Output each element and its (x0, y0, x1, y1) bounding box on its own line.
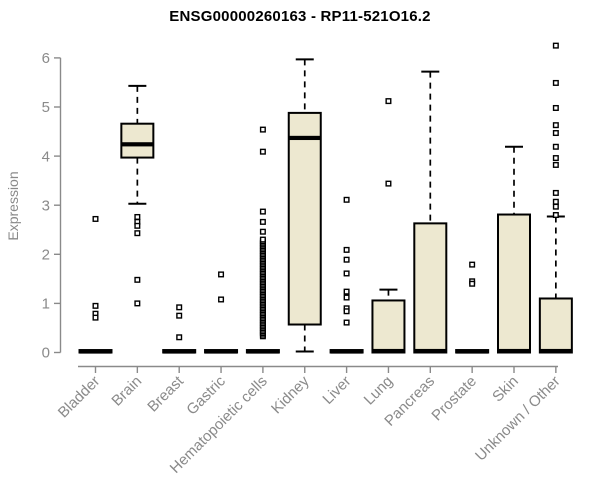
x-tick-label-liver: Liver (319, 373, 354, 408)
outlier-point (176, 304, 183, 311)
outlier-point (552, 198, 559, 205)
box (497, 213, 531, 354)
box (120, 122, 155, 159)
y-axis: 0 1 2 3 4 5 6 (42, 50, 62, 362)
outlier-point (343, 256, 350, 263)
outlier-point (552, 122, 559, 129)
boxplot-prostate (455, 261, 490, 354)
median-line (163, 349, 196, 354)
outlier-point (92, 215, 99, 222)
boxplot-brain (120, 84, 155, 307)
outlier-point (134, 276, 141, 283)
boxplot-liver (329, 196, 364, 354)
x-tick-label-lung: Lung (361, 373, 397, 409)
outlier-point (469, 261, 476, 268)
outlier-point (259, 236, 266, 243)
y-tick-label: 5 (42, 99, 50, 116)
outlier-point (92, 314, 99, 321)
outlier-point (259, 208, 266, 215)
median-line (288, 135, 321, 141)
boxplot-bladder (78, 215, 113, 354)
outlier-point (552, 161, 559, 168)
chart-title: ENSG00000260163 - RP11-521O16.2 (169, 8, 431, 25)
median-line (498, 348, 530, 354)
boxplot-skin (497, 145, 531, 354)
x-tick-label-kidney: Kidney (268, 372, 313, 417)
boxplot-kidney (287, 58, 322, 353)
x-tick-label-skin: Skin (489, 373, 522, 406)
outlier-point (552, 79, 559, 86)
outlier-point (343, 319, 350, 326)
box (538, 297, 573, 354)
outlier-point (552, 155, 559, 162)
median-line (372, 348, 405, 354)
median-line (456, 349, 489, 354)
outlier-point (552, 130, 559, 137)
outlier-point (259, 218, 266, 225)
outlier-point (552, 189, 559, 196)
boxplot-hematopoietic-cells (245, 126, 280, 354)
outlier-point (343, 308, 350, 315)
boxplot-lung (371, 98, 406, 354)
outlier-point (134, 300, 141, 307)
outlier-point (552, 212, 559, 219)
boxplot-gastric (204, 271, 239, 354)
boxplot-pancreas (413, 70, 448, 354)
median-line (246, 349, 279, 354)
outlier-point (343, 270, 350, 277)
outlier-point (176, 312, 183, 319)
x-tick-label-brain: Brain (108, 373, 145, 410)
y-tick-label: 1 (42, 296, 50, 313)
x-tick-label-prostate: Prostate (428, 373, 480, 425)
outlier-point (343, 288, 350, 295)
outlier-point (134, 222, 141, 229)
boxplot-breast (162, 304, 197, 354)
outlier-point (134, 230, 141, 237)
box (413, 222, 448, 354)
outlier-point (218, 296, 225, 303)
boxplot-unknown-other (538, 42, 573, 354)
x-tick-label-breast: Breast (144, 372, 187, 415)
outlier-point (176, 334, 183, 341)
outlier-point (552, 203, 559, 210)
outlier-point (218, 271, 225, 278)
outlier-point (469, 280, 476, 287)
outlier-point (552, 143, 559, 150)
median-line (539, 348, 572, 354)
outlier-point (259, 228, 266, 235)
outlier-point (385, 180, 392, 187)
median-line (205, 349, 238, 354)
outlier-point (343, 246, 350, 253)
y-tick-label: 6 (42, 50, 50, 67)
median-line (79, 349, 112, 354)
y-tick-label: 4 (42, 148, 50, 165)
median-line (121, 142, 154, 147)
y-tick-label: 0 (42, 345, 50, 362)
x-tick-label-bladder: Bladder (55, 373, 104, 422)
y-axis-label: Expression (5, 171, 21, 241)
outlier-point (385, 98, 392, 105)
outlier-point (134, 213, 141, 220)
outlier-point (259, 126, 266, 133)
outlier-point (552, 104, 559, 111)
y-tick-label: 3 (42, 197, 50, 214)
outlier-point (343, 196, 350, 203)
outlier-point (92, 302, 99, 309)
median-line (414, 348, 447, 354)
median-line (330, 349, 363, 354)
outlier-point (343, 294, 350, 301)
outlier-point (552, 42, 559, 49)
outlier-point (259, 148, 266, 155)
box (371, 299, 406, 354)
box (287, 111, 322, 326)
y-tick-label: 2 (42, 247, 50, 264)
